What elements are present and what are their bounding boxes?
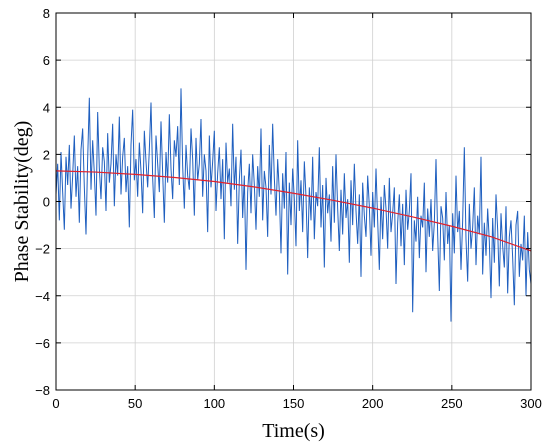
y-tick-label: −2: [35, 242, 50, 257]
y-tick-label: 2: [43, 147, 50, 162]
y-tick-label: 0: [43, 195, 50, 210]
y-tick-label: 4: [43, 100, 50, 115]
y-axis-title: Phase Stability(deg): [11, 121, 33, 283]
plot-area: [55, 88, 532, 322]
x-axis-title: Time(s): [262, 420, 325, 442]
x-tick-label: 50: [128, 396, 142, 411]
axis-ticks: −8 −6 −4 −2 0 2 4 6 8 0 50 100 150 200 250 300: [35, 6, 542, 411]
series-line-measurement: [55, 88, 532, 322]
y-tick-label: 8: [43, 6, 50, 21]
series-line-fit: [55, 170, 532, 252]
x-tick-label: 0: [52, 396, 59, 411]
y-tick-label: −4: [35, 289, 50, 304]
x-tick-label: 200: [362, 396, 384, 411]
y-tick-label: 6: [43, 53, 50, 68]
x-tick-label: 100: [203, 396, 225, 411]
grid-lines: [56, 13, 531, 390]
x-tick-label: 300: [520, 396, 542, 411]
y-tick-label: −6: [35, 336, 50, 351]
y-tick-label: −8: [35, 383, 50, 398]
x-tick-label: 150: [283, 396, 305, 411]
x-tick-label: 250: [441, 396, 463, 411]
